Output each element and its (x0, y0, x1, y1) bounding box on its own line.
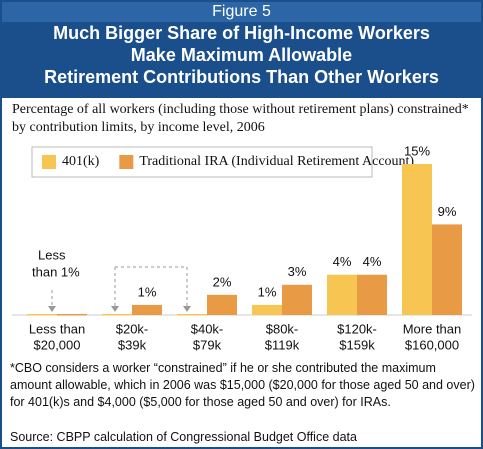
x-tick-label: $160,000 (405, 337, 459, 352)
source: Source: CBPP calculation of Congressiona… (10, 430, 357, 444)
data-label: 2% (213, 274, 232, 289)
legend-swatch (119, 155, 134, 169)
data-label: 1% (258, 284, 277, 299)
data-label: 3% (288, 264, 307, 279)
data-label: 4% (333, 254, 352, 269)
bar (132, 304, 162, 315)
bar (207, 294, 237, 315)
figure-label: Figure 5 (2, 2, 481, 22)
legend-label: Traditional IRA (Individual Retirement A… (139, 154, 414, 169)
legend-label: 401(k) (62, 154, 100, 169)
x-tick-label: Less than (29, 321, 85, 336)
subtitle: Percentage of all workers (including tho… (12, 102, 469, 135)
bar (432, 224, 462, 315)
bar (57, 313, 87, 316)
x-tick-label: $120k- (337, 321, 377, 336)
arrow-heads (48, 306, 191, 312)
footnote: *CBO considers a worker “constrained” if… (10, 361, 475, 409)
bar (252, 304, 282, 315)
x-tick-label: $20k- (116, 321, 149, 336)
x-tick-label: $159k (339, 337, 375, 352)
data-label: 9% (438, 204, 457, 219)
x-tick-label: $40k- (191, 321, 224, 336)
bar (327, 274, 357, 315)
bar (282, 284, 312, 315)
data-label: 4% (363, 254, 382, 269)
x-tick-label: $20,000 (34, 337, 81, 352)
x-tick-label: $39k (118, 337, 147, 352)
data-label: 1% (138, 284, 157, 299)
x-tick-label: $80k- (266, 321, 299, 336)
x-tick-label: More than (403, 321, 462, 336)
legend-swatch (42, 155, 56, 169)
annotation: Less (38, 247, 66, 262)
x-tick-label: $79k (193, 337, 222, 352)
chart-title: Make Maximum Allowable (130, 45, 353, 65)
bar (357, 274, 387, 315)
chart-title: Much Bigger Share of High-Income Workers (53, 23, 430, 43)
chart-title: Retirement Contributions Than Other Work… (44, 67, 439, 87)
annotation: than 1% (32, 264, 80, 279)
x-tick-label: $119k (265, 337, 300, 352)
data-label: 15% (404, 143, 430, 158)
bar (102, 313, 132, 316)
annotation-arrows (51, 266, 188, 308)
header: Figure 5 Much Bigger Share of High-Incom… (2, 2, 481, 98)
bar (177, 313, 207, 316)
legend-box (31, 146, 373, 178)
bar (402, 164, 432, 315)
bar (27, 313, 57, 316)
